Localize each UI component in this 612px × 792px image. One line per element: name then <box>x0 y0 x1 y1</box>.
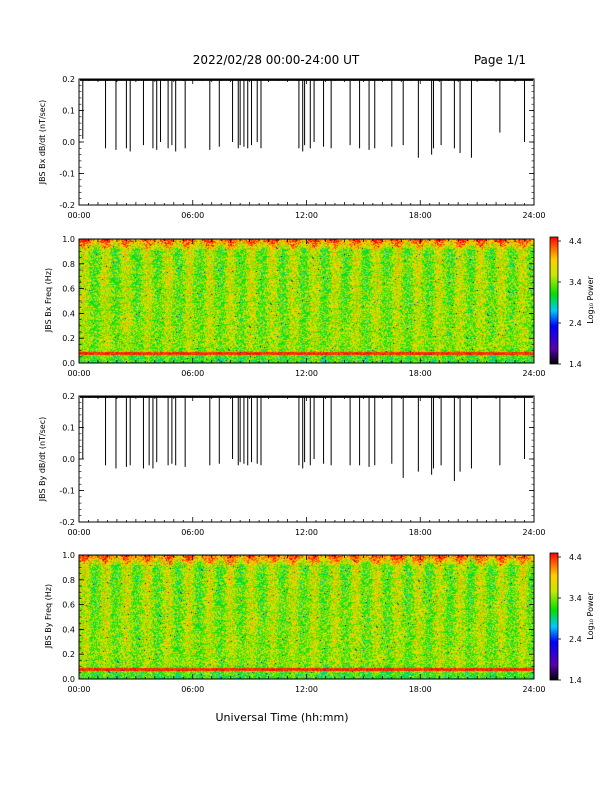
y-tick-label: 0.1 <box>62 107 75 116</box>
bx-freq-y-ticks: 1.0 0.8 0.6 0.4 0.2 0.0 <box>62 235 534 368</box>
y-tick-label: 0.8 <box>62 260 75 269</box>
y-tick-label: 0.2 <box>62 650 75 659</box>
y-tick-label: 0.0 <box>62 138 75 147</box>
bx-dbdt-y-ticks: 0.2 0.1 0.0 -0.1 -0.2 <box>59 75 534 210</box>
colorbar-tick-label: 3.4 <box>569 278 582 287</box>
x-tick-label: 24:00 <box>522 528 545 537</box>
y-tick-label: 0.1 <box>62 424 75 433</box>
x-tick-label: 24:00 <box>522 369 545 378</box>
bx-dbdt-plot-frame <box>78 78 535 206</box>
bx-freq-spectrogram <box>79 239 534 363</box>
by-freq-panel: 1.0 0.8 0.6 0.4 0.2 0.0 00:00 06:00 12:00 18:00 2… <box>44 551 595 694</box>
colorbar-tick-label: 2.4 <box>569 635 582 644</box>
by-dbdt-y-ticks: 0.2 0.1 0.0 -0.1 -0.2 <box>59 392 534 527</box>
colorbar-tick-label: 2.4 <box>569 319 582 328</box>
y-tick-label: 0.0 <box>62 359 75 368</box>
by-dbdt-trace <box>80 396 533 482</box>
x-tick-label: 06:00 <box>181 528 204 537</box>
colorbar-tick-label: 4.4 <box>569 237 582 246</box>
by-freq-y-label: JBS By Freq (Hz) <box>44 584 53 649</box>
page-number: Page 1/1 <box>474 53 526 67</box>
x-tick-label: 24:00 <box>522 685 545 694</box>
bx-colorbar-ticks: 4.4 3.4 2.4 1.4 <box>558 237 582 369</box>
page-title: 2022/02/28 00:00-24:00 UT <box>193 53 360 67</box>
x-tick-label: 00:00 <box>67 369 90 378</box>
y-tick-label: 0.6 <box>62 601 75 610</box>
bx-dbdt-trace <box>80 79 533 158</box>
bx-freq-y-label: JBS Bx Freq (Hz) <box>44 268 53 333</box>
y-tick-label: 1.0 <box>62 235 75 244</box>
bx-colorbar-label: Log₁₀ Power <box>586 276 595 324</box>
colorbar-tick-label: 4.4 <box>569 553 582 562</box>
x-tick-label: 12:00 <box>295 685 318 694</box>
y-tick-label: 0.8 <box>62 576 75 585</box>
x-tick-label: 12:00 <box>295 528 318 537</box>
by-dbdt-panel: 0.2 0.1 0.0 -0.1 -0.2 00:00 06:00 12:00 18:00 24… <box>38 392 546 537</box>
by-freq-x-ticks: 00:00 06:00 12:00 18:00 24:00 <box>67 555 546 694</box>
y-tick-label: -0.1 <box>59 170 75 179</box>
y-tick-label: 0.2 <box>62 334 75 343</box>
by-dbdt-plot-frame <box>78 395 535 523</box>
x-tick-label: 06:00 <box>181 211 204 220</box>
y-tick-label: 0.0 <box>62 455 75 464</box>
y-tick-label: 0.4 <box>62 309 75 318</box>
x-tick-label: 12:00 <box>295 211 318 220</box>
x-tick-label: 12:00 <box>295 369 318 378</box>
x-tick-label: 18:00 <box>409 369 432 378</box>
x-tick-label: 18:00 <box>409 211 432 220</box>
colorbar-tick-label: 3.4 <box>569 594 582 603</box>
y-tick-label: 0.0 <box>62 675 75 684</box>
bx-freq-panel: 1.0 0.8 0.6 0.4 0.2 0.0 00:00 06:00 12:00 18:00 2… <box>44 235 595 378</box>
by-colorbar <box>549 552 559 681</box>
y-tick-label: 0.2 <box>62 75 75 84</box>
by-colorbar-ticks: 4.4 3.4 2.4 1.4 <box>558 553 582 685</box>
bx-colorbar <box>549 236 559 365</box>
x-tick-label: 24:00 <box>522 211 545 220</box>
x-tick-label: 06:00 <box>181 369 204 378</box>
x-axis-title: Universal Time (hh:mm) <box>216 711 349 724</box>
by-dbdt-x-ticks: 00:00 06:00 12:00 18:00 24:00 <box>67 396 546 537</box>
bx-dbdt-panel: 0.2 0.1 0.0 -0.1 -0.2 00:00 06:00 12:00 18:00 24… <box>38 75 546 220</box>
bx-dbdt-y-label: JBS Bx dB/dt (nT/sec) <box>38 100 47 186</box>
y-tick-label: 0.6 <box>62 285 75 294</box>
x-tick-label: 00:00 <box>67 211 90 220</box>
y-tick-label: 0.4 <box>62 625 75 634</box>
y-tick-label: 0.2 <box>62 392 75 401</box>
colorbar-tick-label: 1.4 <box>569 360 582 369</box>
y-tick-label: -0.2 <box>59 201 75 210</box>
x-tick-label: 18:00 <box>409 528 432 537</box>
by-dbdt-y-label: JBS By dB/dt (nT/sec) <box>38 417 47 503</box>
y-tick-label: -0.1 <box>59 487 75 496</box>
x-tick-label: 00:00 <box>67 685 90 694</box>
bx-dbdt-x-ticks: 00:00 06:00 12:00 18:00 24:00 <box>67 79 546 220</box>
colorbar-tick-label: 1.4 <box>569 676 582 685</box>
by-freq-y-ticks: 1.0 0.8 0.6 0.4 0.2 0.0 <box>62 551 534 684</box>
y-tick-label: 1.0 <box>62 551 75 560</box>
x-tick-label: 00:00 <box>67 528 90 537</box>
x-tick-label: 18:00 <box>409 685 432 694</box>
by-colorbar-label: Log₁₀ Power <box>586 592 595 640</box>
bx-freq-x-ticks: 00:00 06:00 12:00 18:00 24:00 <box>67 239 546 378</box>
y-tick-label: -0.2 <box>59 518 75 527</box>
by-freq-spectrogram <box>79 555 534 679</box>
x-tick-label: 06:00 <box>181 685 204 694</box>
